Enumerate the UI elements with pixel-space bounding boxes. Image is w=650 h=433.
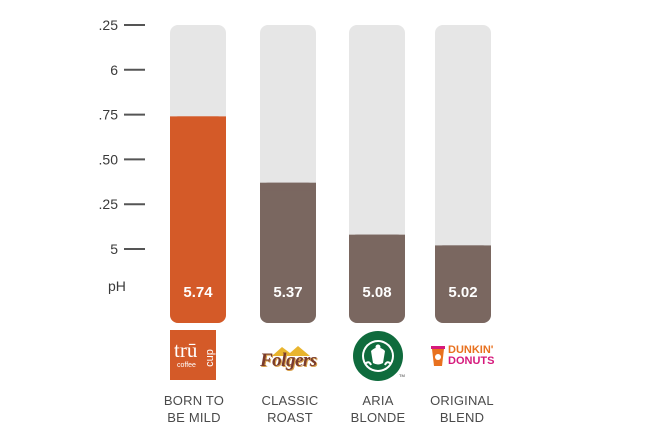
brand-label-classic-roast: CLASSIC ROAST <box>261 393 319 425</box>
bar-value-label-1: 5.37 <box>273 284 302 301</box>
dunkin-cup-icon <box>431 346 445 366</box>
bar-fill-1 <box>260 182 316 323</box>
starbucks-logo-icon: TM <box>352 330 405 382</box>
dunkin-logo-text-bottom: DONUTS <box>448 355 495 367</box>
bar-fill-2 <box>349 234 405 323</box>
brand-label-original-blend: ORIGINAL BLEND <box>430 393 494 425</box>
bar-fill-3 <box>435 245 491 323</box>
y-tick-label-2: .75 <box>99 107 119 123</box>
starbucks-trademark-text: TM <box>399 373 405 378</box>
y-tick-label-4: .25 <box>99 196 119 212</box>
y-tick-label-0: .25 <box>99 17 119 33</box>
y-axis: .25 6 .75 .50 .25 5 <box>99 17 145 257</box>
dunkin-logo-text-top: DUNKIN' <box>448 344 494 356</box>
brand-label-born-to-be-mild: BORN TO BE MILD <box>163 393 225 425</box>
bar-value-label-3: 5.02 <box>448 284 477 301</box>
y-tick-label-5: 5 <box>110 241 118 257</box>
y-tick-label-3: .50 <box>99 151 119 167</box>
bars: 5.74 5.37 5.08 5.02 <box>170 25 491 323</box>
y-tick-label-1: 6 <box>110 62 118 78</box>
bar-value-label-0: 5.74 <box>183 284 213 301</box>
trucup-logo-icon: trū coffee cup <box>170 330 216 380</box>
trucup-logo-text: trū <box>174 338 198 362</box>
brand-label-aria-blonde: ARIA BLONDE <box>350 393 406 425</box>
bar-fill-0 <box>170 116 226 323</box>
dunkin-logo-icon: DUNKIN' DONUTS <box>429 343 495 369</box>
folgers-logo-icon: Folgers <box>258 342 322 372</box>
bar-value-label-2: 5.08 <box>362 284 391 301</box>
trucup-logo-subtext: coffee <box>177 362 196 369</box>
folgers-logo-text: Folgers <box>260 350 317 371</box>
trucup-logo-sidetext: cup <box>203 349 216 367</box>
y-axis-label: pH <box>108 278 126 294</box>
folgers-logo-mountain-icon <box>272 346 310 356</box>
